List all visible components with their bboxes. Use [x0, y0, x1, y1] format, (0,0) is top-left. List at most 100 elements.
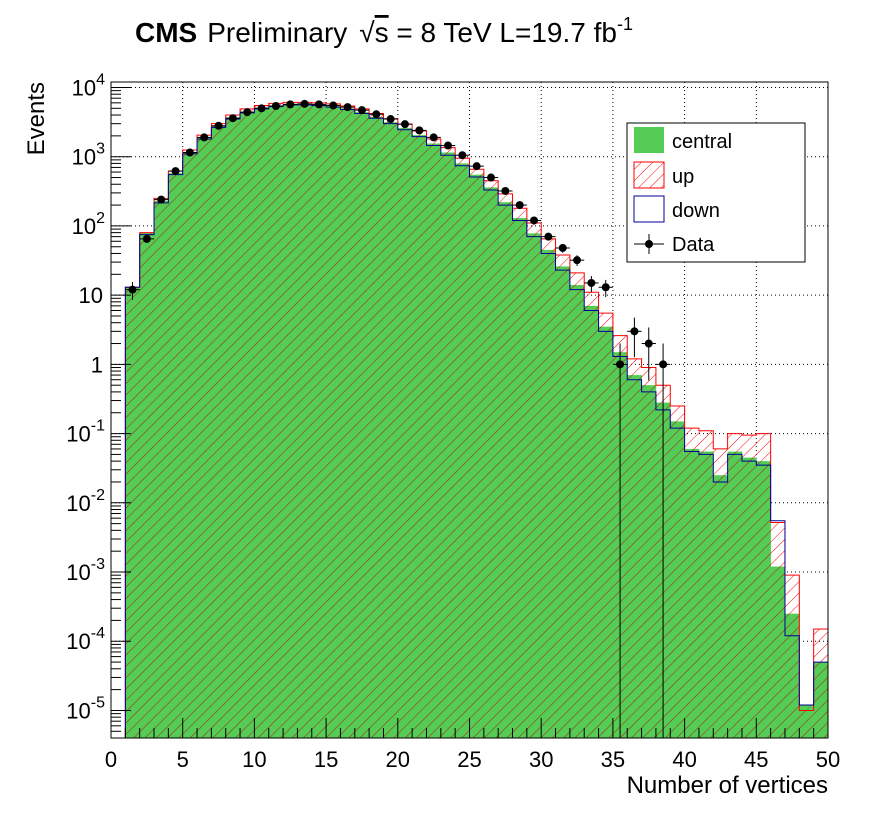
legend-swatch-up: [633, 161, 665, 189]
central-hatch: [225, 117, 241, 738]
data-point: [157, 195, 166, 204]
legend-label: Data: [672, 234, 715, 256]
central-hatch: [770, 566, 786, 738]
y-tick-label: 1: [91, 352, 103, 377]
data-point: [429, 133, 438, 142]
central-hatch: [799, 704, 814, 738]
title-status: Preliminary: [207, 17, 347, 48]
series-layer: [124, 101, 828, 738]
central-hatch: [741, 457, 757, 738]
data-point: [286, 100, 295, 109]
central-hatch: [784, 613, 800, 738]
data-point: [185, 148, 194, 157]
central-hatch: [125, 287, 140, 738]
central-hatch: [641, 385, 657, 738]
central-hatch: [139, 232, 155, 738]
central-hatch: [684, 448, 700, 738]
legend-swatch-data-marker: [645, 240, 653, 248]
central-hatch: [426, 143, 442, 738]
data-point: [616, 360, 625, 369]
legend-swatch-down: [633, 195, 665, 223]
x-tick-label: 35: [601, 747, 625, 772]
central-hatch: [268, 105, 284, 738]
sqrt-symbol: √: [359, 17, 375, 48]
data-point: [501, 186, 510, 195]
x-tick-label: 45: [744, 747, 768, 772]
y-tick-label: 103: [72, 141, 105, 170]
central-hatch: [569, 285, 585, 738]
central-hatch: [254, 107, 270, 738]
data-point: [573, 256, 582, 265]
x-tick-label: 40: [672, 747, 696, 772]
y-tick-label: 104: [72, 71, 105, 100]
title-energy-prefix: s: [375, 17, 389, 48]
central-hatch: [440, 152, 456, 738]
x-tick-label: 0: [105, 747, 117, 772]
data-point: [142, 234, 151, 243]
chart-title: CMS Preliminary √s = 8 TeV L=19.7 fb-1: [135, 14, 633, 48]
central-hatch: [283, 103, 298, 738]
legend-entry-central: central: [634, 127, 732, 153]
y-axis-title: Events: [23, 82, 50, 155]
central-hatch: [756, 461, 771, 738]
data-point: [329, 101, 338, 110]
data-point: [128, 285, 137, 294]
central-hatch: [197, 137, 212, 738]
central-hatch: [168, 173, 183, 738]
central-hatch: [698, 451, 714, 738]
data-point: [357, 106, 366, 115]
central-hatch: [211, 125, 227, 738]
y-tick-label: 10-5: [66, 694, 105, 723]
data-point: [601, 283, 610, 292]
data-point: [443, 141, 452, 150]
central-hatch: [397, 127, 413, 738]
data-point: [400, 120, 409, 129]
data-point: [659, 360, 668, 369]
data-point: [314, 100, 323, 109]
legend: central up down Data: [626, 122, 806, 263]
central-hatch: [354, 112, 370, 738]
data-point: [257, 104, 266, 113]
central-hatch: [483, 187, 499, 738]
data-point: [630, 327, 639, 336]
central-hatch: [727, 451, 743, 738]
central-hatch: [412, 135, 427, 738]
y-tick-label: 10-1: [66, 418, 105, 447]
legend-label: central: [672, 131, 732, 153]
data-point: [343, 103, 352, 112]
central-hatch: [498, 202, 513, 738]
axes: 0 5 10 15 20 25 30 35 40 45 50 10-5 10-4 10-3 10-2 10-1…: [66, 71, 840, 772]
data-point: [243, 108, 252, 117]
central-hatch: [713, 475, 728, 738]
data-point: [544, 232, 553, 241]
data-point: [487, 173, 496, 182]
central-hatch: [526, 233, 542, 738]
central-hatch: [598, 326, 614, 738]
central-hatch: [383, 122, 399, 738]
data-points-layer: [125, 99, 671, 738]
legend-label: down: [672, 200, 720, 222]
data-point: [472, 162, 481, 171]
central-hatch: [813, 662, 828, 738]
central-hatch: [512, 218, 528, 738]
x-tick-label: 25: [457, 747, 481, 772]
x-tick-label: 20: [386, 747, 410, 772]
central-hatch: [627, 375, 642, 738]
legend-swatch-central: [634, 127, 664, 153]
central-hatch: [311, 104, 327, 738]
data-point: [271, 102, 280, 111]
central-hatch: [297, 103, 313, 738]
x-axis-title: Number of vertices: [627, 772, 828, 799]
central-hatch: [455, 163, 470, 738]
central-hatch: [340, 108, 356, 738]
data-point: [372, 110, 381, 119]
x-tick-label: 10: [242, 747, 266, 772]
data-point: [515, 201, 524, 210]
title-lumi-exponent: -1: [617, 14, 633, 34]
x-tick-label: 50: [816, 747, 840, 772]
central-hatch: [182, 152, 198, 738]
data-point: [558, 243, 567, 252]
central-hatch: [541, 249, 556, 738]
data-point: [415, 126, 424, 135]
